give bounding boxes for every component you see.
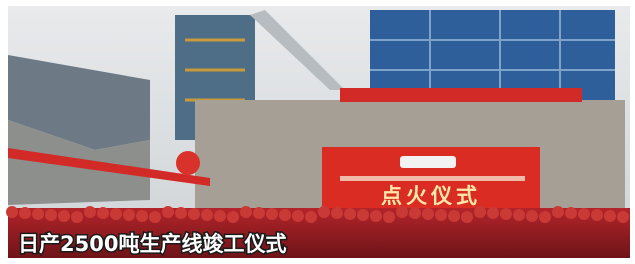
steel-frame bbox=[370, 10, 615, 100]
head bbox=[71, 211, 83, 223]
head bbox=[383, 211, 395, 223]
top-banner bbox=[340, 88, 582, 102]
head bbox=[214, 210, 226, 222]
head bbox=[344, 208, 356, 220]
head bbox=[97, 207, 109, 219]
ceremony-photo: 点火仪式 日产2500吨生产线竣工仪式 bbox=[0, 0, 635, 264]
head bbox=[448, 210, 460, 222]
logo bbox=[400, 156, 456, 168]
head bbox=[474, 206, 486, 218]
head bbox=[292, 210, 304, 222]
head bbox=[331, 207, 343, 219]
head bbox=[617, 211, 629, 223]
head bbox=[240, 206, 252, 218]
head bbox=[110, 208, 122, 220]
head bbox=[604, 210, 616, 222]
head bbox=[162, 206, 174, 218]
head bbox=[305, 211, 317, 223]
head bbox=[513, 209, 525, 221]
banner-text: 点火仪式 bbox=[381, 184, 481, 208]
head bbox=[487, 207, 499, 219]
head bbox=[279, 209, 291, 221]
lantern bbox=[176, 151, 200, 175]
head bbox=[6, 206, 18, 218]
head bbox=[526, 210, 538, 222]
head bbox=[188, 208, 200, 220]
head bbox=[227, 211, 239, 223]
head bbox=[149, 211, 161, 223]
head bbox=[552, 206, 564, 218]
head bbox=[370, 210, 382, 222]
head bbox=[357, 209, 369, 221]
head bbox=[500, 208, 512, 220]
head bbox=[58, 210, 70, 222]
head bbox=[136, 210, 148, 222]
head bbox=[578, 208, 590, 220]
head bbox=[266, 208, 278, 220]
page: {"photo": {"banner_text": "点火仪式", "capti… bbox=[0, 0, 635, 264]
head bbox=[84, 206, 96, 218]
caption: 日产2500吨生产线竣工仪式 bbox=[18, 232, 286, 256]
head bbox=[318, 206, 330, 218]
head bbox=[396, 206, 408, 218]
head bbox=[175, 207, 187, 219]
head bbox=[461, 211, 473, 223]
head bbox=[435, 209, 447, 221]
head bbox=[45, 209, 57, 221]
head bbox=[539, 211, 551, 223]
head bbox=[591, 209, 603, 221]
head bbox=[253, 207, 265, 219]
head bbox=[32, 208, 44, 220]
head bbox=[422, 208, 434, 220]
head bbox=[565, 207, 577, 219]
head bbox=[123, 209, 135, 221]
banner-subtitle bbox=[340, 176, 525, 181]
head bbox=[19, 207, 31, 219]
head bbox=[409, 207, 421, 219]
head bbox=[201, 209, 213, 221]
